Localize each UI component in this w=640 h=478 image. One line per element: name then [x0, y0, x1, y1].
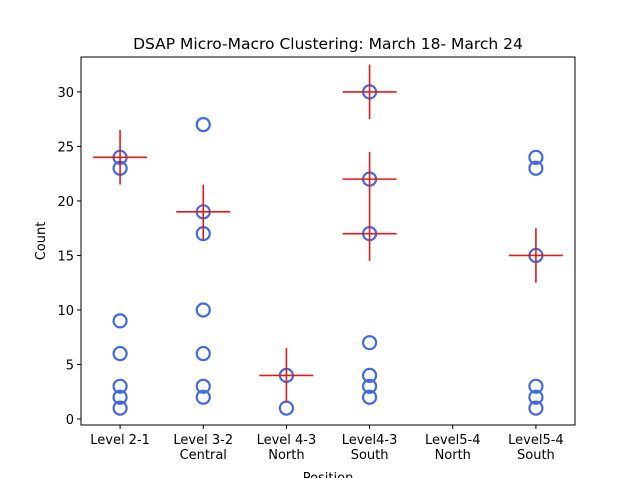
- point: [361, 378, 378, 394]
- point: [528, 389, 544, 405]
- x-axis-label: Position: [303, 471, 354, 478]
- point: [112, 400, 128, 416]
- y-tick-label: 20: [57, 195, 74, 210]
- point: [278, 400, 295, 416]
- point: [195, 389, 211, 405]
- x-tick-label: Level 2-1: [90, 433, 150, 448]
- x-tick-label: Level 3-2 Central: [173, 433, 233, 463]
- point: [361, 335, 378, 351]
- y-axis-label: Count: [34, 222, 49, 261]
- point: [361, 367, 378, 383]
- y-tick-label: 30: [57, 86, 74, 101]
- point: [195, 345, 211, 362]
- y-tick-label: 15: [57, 249, 74, 264]
- x-tick-label: Level 4-3 North: [257, 433, 317, 463]
- point: [528, 160, 544, 176]
- y-tick-label: 25: [57, 140, 74, 155]
- point: [195, 378, 211, 394]
- point: [112, 378, 128, 394]
- point: [112, 389, 128, 405]
- y-tick-label: 5: [66, 358, 74, 373]
- plot-frame: [80, 56, 576, 426]
- point: [112, 345, 128, 362]
- x-tick-label: Level5-4 North: [425, 433, 481, 463]
- x-tick-label: Level5-4 South: [508, 433, 564, 463]
- chart-title: DSAP Micro-Macro Clustering: March 18- M…: [133, 35, 523, 53]
- point: [361, 389, 378, 405]
- x-tick-label: Level4-3 South: [342, 433, 398, 463]
- point: [528, 378, 544, 394]
- point: [112, 313, 128, 329]
- y-tick-label: 10: [57, 304, 74, 319]
- point: [195, 117, 211, 133]
- point: [195, 302, 211, 318]
- y-tick-label: 0: [66, 413, 74, 428]
- point: [528, 149, 544, 165]
- point: [528, 400, 544, 416]
